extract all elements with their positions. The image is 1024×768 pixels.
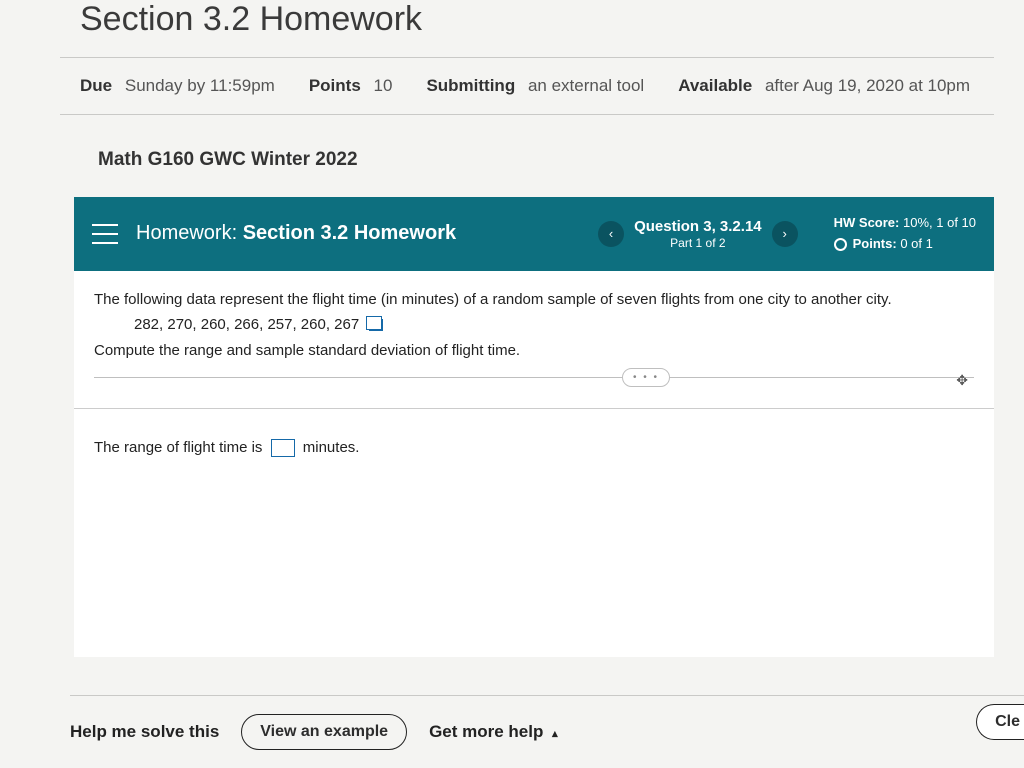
- hamburger-icon[interactable]: [92, 224, 118, 244]
- course-name: Math G160 GWC Winter 2022: [60, 115, 994, 191]
- clear-button[interactable]: Cle: [976, 704, 1024, 740]
- meta-submitting: Submitting an external tool: [426, 76, 644, 96]
- hw-score-label: HW Score:: [834, 215, 900, 230]
- question-nav: ‹ Question 3, 3.2.14 Part 1 of 2 › HW Sc…: [598, 213, 976, 255]
- caret-up-icon: ▴: [552, 728, 558, 740]
- prev-question-button[interactable]: ‹: [598, 221, 624, 247]
- get-more-help-button[interactable]: Get more help ▴: [429, 722, 558, 742]
- due-value: Sunday by 11:59pm: [125, 76, 275, 95]
- due-label: Due: [80, 76, 112, 95]
- assignment-meta: Due Sunday by 11:59pm Points 10 Submitti…: [60, 57, 994, 115]
- question-intro: The following data represent the flight …: [94, 287, 974, 313]
- homework-label: Homework:: [136, 222, 237, 244]
- question-body: The following data represent the flight …: [74, 271, 994, 410]
- hw-points-value: 0 of 1: [900, 236, 933, 251]
- meta-due: Due Sunday by 11:59pm: [80, 76, 275, 96]
- external-tool: Homework: Section 3.2 Homework ‹ Questio…: [74, 197, 994, 657]
- circle-icon: [834, 238, 847, 251]
- meta-available: Available after Aug 19, 2020 at 10pm: [678, 76, 970, 96]
- view-example-button[interactable]: View an example: [241, 714, 407, 750]
- hw-points-label: Points:: [853, 236, 897, 251]
- submitting-label: Submitting: [426, 76, 515, 95]
- question-data: 282, 270, 260, 266, 257, 260, 267: [134, 316, 359, 333]
- answer-area: The range of flight time is minutes.: [74, 409, 994, 657]
- help-me-solve-button[interactable]: Help me solve this: [70, 722, 219, 742]
- hw-score: HW Score: 10%, 1 of 10: [834, 213, 976, 234]
- homework-name: Section 3.2 Homework: [243, 222, 456, 244]
- homework-header-bar: Homework: Section 3.2 Homework ‹ Questio…: [74, 197, 994, 271]
- footer-bar: Help me solve this View an example Get m…: [70, 695, 1024, 750]
- score-box: HW Score: 10%, 1 of 10 Points: 0 of 1: [834, 213, 976, 255]
- question-number: Question 3, 3.2.14: [634, 218, 762, 236]
- assignment-title: Section 3.2 Homework: [60, 0, 994, 57]
- move-icon[interactable]: ✥: [956, 369, 968, 393]
- copy-icon[interactable]: [369, 319, 383, 331]
- hw-points: Points: 0 of 1: [834, 234, 976, 255]
- answer-input[interactable]: [271, 439, 295, 457]
- answer-text-after: minutes.: [303, 439, 360, 456]
- question-info: Question 3, 3.2.14 Part 1 of 2: [634, 218, 762, 250]
- available-label: Available: [678, 76, 752, 95]
- points-label: Points: [309, 76, 361, 95]
- submitting-value: an external tool: [528, 76, 644, 95]
- hw-score-value: 10%, 1 of 10: [903, 215, 976, 230]
- question-part: Part 1 of 2: [634, 236, 762, 250]
- question-data-row: 282, 270, 260, 266, 257, 260, 267: [94, 312, 974, 338]
- answer-text-before: The range of flight time is: [94, 439, 262, 456]
- available-value: after Aug 19, 2020 at 10pm: [765, 76, 970, 95]
- next-question-button[interactable]: ›: [772, 221, 798, 247]
- section-divider: • • • ✥: [94, 377, 974, 378]
- meta-points: Points 10: [309, 76, 393, 96]
- homework-title: Homework: Section 3.2 Homework: [136, 222, 456, 245]
- get-more-help-label: Get more help: [429, 722, 543, 741]
- more-dots-button[interactable]: • • •: [622, 368, 670, 387]
- question-task: Compute the range and sample standard de…: [94, 338, 974, 364]
- points-value: 10: [374, 76, 393, 95]
